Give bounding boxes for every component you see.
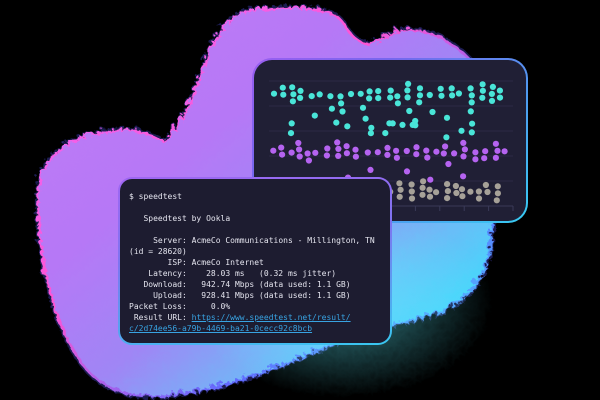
blank-line	[129, 224, 381, 235]
result-url-link[interactable]: https://www.speedtest.net/result/ c/2d74…	[129, 313, 351, 333]
terminal-prompt: $ speedtest	[129, 192, 182, 201]
terminal-heading: Speedtest by Ookla	[129, 214, 231, 223]
terminal-content: $ speedtest Speedtest by Ookla Server: A…	[120, 179, 390, 334]
terminal-output: Server: AcmeCo Communications - Millingt…	[129, 236, 375, 311]
result-url-line: Result URL: https://www.speedtest.net/re…	[129, 312, 381, 334]
blank-line	[129, 202, 381, 213]
terminal-card: $ speedtest Speedtest by Ookla Server: A…	[118, 177, 392, 345]
result-url-label: Result URL:	[129, 313, 192, 322]
